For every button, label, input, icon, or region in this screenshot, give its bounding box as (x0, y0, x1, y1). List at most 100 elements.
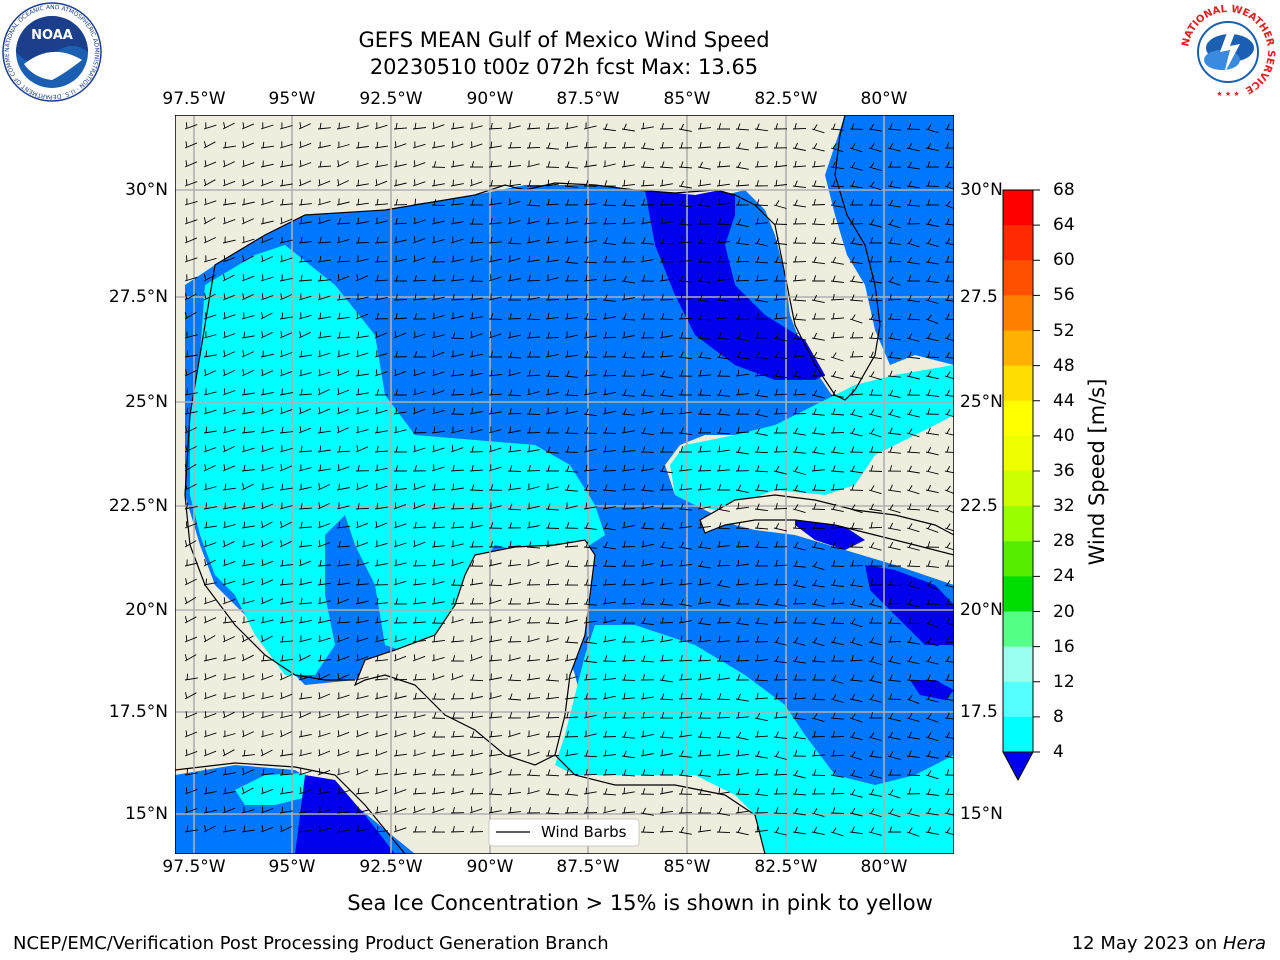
wind-barb (754, 274, 768, 282)
wind-barb (716, 427, 731, 435)
wind-barb (336, 825, 350, 833)
wind-barbs (184, 122, 954, 837)
wind-barb (260, 768, 274, 776)
wind-barb (260, 654, 274, 662)
wind-barb (659, 427, 674, 434)
wind-barb (241, 787, 254, 795)
wind-barb (868, 371, 882, 381)
wind-barb (906, 694, 920, 705)
wind-barb (336, 730, 350, 738)
wind-barb (621, 617, 636, 624)
wind-barb (317, 711, 331, 719)
wind-barb (868, 788, 882, 797)
wind-barb (697, 560, 711, 569)
wind-barb (507, 426, 521, 434)
wind-barb (811, 369, 826, 377)
wind-barb (678, 218, 692, 226)
wind-barb (925, 199, 940, 206)
wind-barb (298, 179, 312, 187)
wind-barb (887, 313, 902, 321)
lon-label-top: 87.5°W (556, 89, 620, 109)
wind-barb (906, 617, 921, 624)
colorbar-tick-label: 20 (1053, 601, 1075, 622)
wind-barb (887, 409, 901, 418)
wind-barb (431, 749, 445, 757)
wind-barb (868, 351, 882, 360)
wind-barb (450, 179, 464, 187)
wind-barb (374, 407, 388, 415)
wind-barb (925, 788, 939, 796)
wind-barb (583, 313, 598, 321)
wind-barb (583, 768, 598, 776)
wind-barb (488, 768, 502, 776)
wind-barb (507, 122, 521, 130)
wind-barb (925, 427, 939, 436)
wind-barb (222, 654, 236, 662)
wind-barb (906, 598, 920, 608)
wind-barb (412, 692, 427, 700)
wind-barb (944, 580, 954, 588)
wind-barb (412, 521, 427, 529)
wind-barb (735, 446, 749, 455)
wind-barb (621, 654, 636, 662)
wind-barb (298, 236, 312, 244)
wind-barb (944, 161, 954, 169)
wind-barb (317, 464, 331, 472)
wind-barb (412, 826, 427, 833)
wind-barb (735, 806, 749, 814)
wind-barb (602, 141, 617, 149)
wind-barb (545, 236, 559, 244)
wind-barb (659, 350, 673, 358)
wind-barb (241, 730, 254, 738)
wind-barb (640, 198, 655, 206)
wind-barb (393, 160, 407, 168)
wind-barb (830, 749, 845, 757)
wind-barb (925, 238, 939, 248)
wind-barb (317, 806, 331, 814)
wind-barb (469, 407, 483, 415)
wind-barb (564, 236, 578, 244)
wind-barb (545, 161, 560, 168)
wind-barb (412, 654, 426, 662)
wind-barb (811, 332, 825, 341)
wind-barb (773, 179, 787, 187)
wind-barb (298, 255, 312, 263)
wind-barb (526, 673, 540, 681)
colorbar-tick-label: 52 (1053, 320, 1075, 341)
wind-barb (735, 635, 750, 643)
wind-barb (811, 808, 825, 818)
wind-barb (279, 749, 293, 757)
wind-barb (564, 711, 579, 719)
wind-barb (830, 331, 845, 339)
graticule (175, 115, 954, 854)
wind-barb (507, 369, 521, 377)
wind-barb (602, 484, 617, 492)
wind-barb (526, 616, 541, 624)
wind-barb (887, 161, 902, 168)
wind-barb (564, 484, 578, 492)
wind-barb (602, 218, 617, 225)
wind-barb (450, 787, 464, 795)
wind-barb (640, 255, 654, 263)
wind-barb (868, 617, 883, 624)
wind-barb (868, 674, 882, 684)
wind-barb (355, 578, 369, 586)
wind-barb (792, 788, 807, 796)
wind-barb (222, 445, 235, 453)
wind-barb (697, 712, 712, 719)
wind-barb (735, 731, 749, 741)
wind-barb (393, 578, 407, 586)
wind-barb (925, 503, 939, 513)
wind-barb (849, 465, 863, 474)
wind-barb (279, 293, 292, 301)
wind-barb (735, 199, 750, 206)
wind-barb (545, 540, 559, 548)
wind-barb (336, 350, 350, 358)
wind-barb (849, 237, 863, 246)
wind-barb (792, 807, 806, 816)
wind-barb (716, 294, 730, 302)
wind-barb (355, 179, 369, 187)
wind-barb (735, 332, 749, 342)
wind-barb (507, 351, 522, 359)
wind-barb (469, 788, 484, 795)
